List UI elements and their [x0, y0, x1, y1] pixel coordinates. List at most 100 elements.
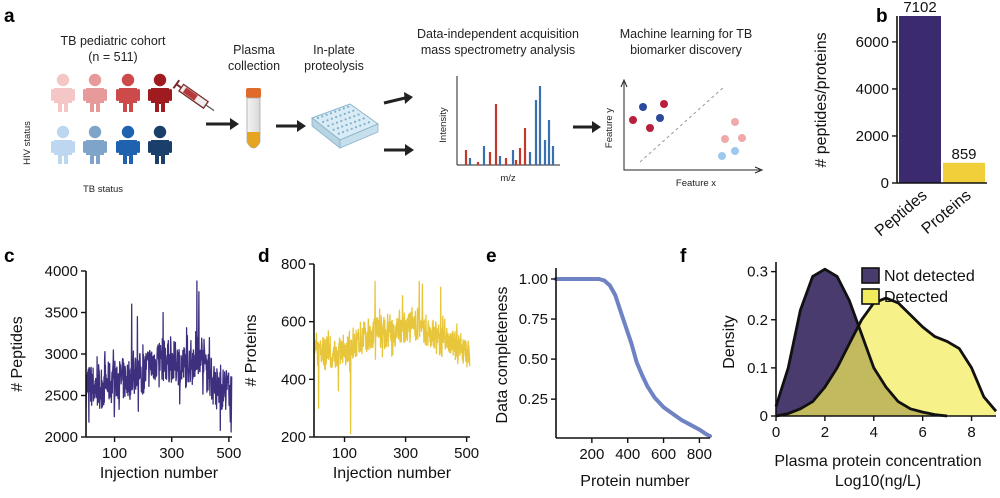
y-tick-label: 4000: [856, 81, 889, 98]
x-tick-label: 6: [918, 424, 926, 441]
well-plate-icon: [310, 103, 380, 149]
bar-peptides: [899, 16, 941, 183]
y-tick-label: 2000: [856, 128, 889, 145]
x-tick-label: 400: [615, 446, 640, 463]
cohort-people-icons: [51, 73, 172, 164]
tube-icon: [246, 88, 261, 149]
step-plasma-line1: Plasma: [233, 43, 275, 57]
cohort-n: (n = 511): [88, 50, 137, 64]
person-icon: [83, 73, 107, 112]
y-tick-label: 0.75: [519, 311, 548, 328]
x-tick-label: 300: [159, 445, 184, 462]
y-axis-label: # peptides/proteins: [813, 32, 830, 167]
panel-letter-b: b: [876, 6, 888, 27]
step-proteolysis-line1: In-plate: [313, 43, 355, 57]
hiv-status-label: HIV status: [22, 121, 33, 165]
y-tick-label: 1.00: [519, 271, 548, 288]
y-tick-label: 3000: [45, 346, 78, 363]
panel-letter-f: f: [680, 246, 687, 267]
x-tick-label: 4: [870, 424, 878, 441]
panel-letter-e: e: [486, 246, 497, 267]
panel-letter-c: c: [4, 246, 15, 267]
legend-label: Detected: [884, 289, 948, 306]
x-tick-label: 600: [651, 446, 676, 463]
completeness-line: [554, 277, 712, 438]
y-tick-label: 600: [281, 314, 306, 331]
person-icon: [51, 125, 75, 164]
y-tick-label: 0.2: [747, 312, 768, 329]
y-tick-label: 0.25: [519, 391, 548, 408]
ms-ylabel: Intensity: [438, 107, 449, 143]
mass-spectrum-icon: [456, 76, 560, 166]
x-axis-label: Injection number: [100, 465, 219, 482]
x-tick-label: 300: [393, 445, 418, 462]
chart-e: e 0.25 0.50 0.75 1.00 200 400 600 800 Protein num…: [486, 246, 712, 490]
x-tick-label: 100: [102, 445, 127, 462]
step-ml-line1: Machine learning for TB: [620, 27, 752, 41]
y-tick-label: 0.3: [747, 264, 768, 281]
chart-f: f 0 0.1 0.2 0.3 0 2 4 6 8 Plasma protein concentra…: [680, 246, 998, 490]
bar-value-label: 859: [951, 146, 976, 163]
y-tick-label: 400: [281, 371, 306, 388]
person-icon: [148, 125, 172, 164]
y-axis-label: Data completeness: [494, 287, 511, 424]
cohort-title: TB pediatric cohort: [61, 34, 166, 48]
ms-xlabel: m/z: [500, 173, 516, 184]
series-line: [313, 280, 471, 435]
x-tick-label: 500: [454, 445, 479, 462]
x-axis-label: Protein number: [580, 473, 690, 490]
x-category-label: Peptides: [872, 187, 931, 240]
x-category-label: Proteins: [919, 187, 975, 238]
y-tick-label: 3500: [45, 305, 78, 322]
chart-c: c 2000 2500 3000 3500 4000 100 300 500 Injection …: [4, 246, 241, 482]
step-ms-line1: Data-independent acquisition: [417, 27, 579, 41]
y-tick-label: 0: [881, 175, 889, 192]
x-tick-label: 0: [772, 424, 780, 441]
y-tick-label: 800: [281, 256, 306, 273]
ml-ylabel: Feature y: [604, 108, 615, 148]
person-icon: [116, 125, 140, 164]
y-tick-label: 200: [281, 429, 306, 446]
tb-status-label: TB status: [83, 184, 123, 195]
y-tick-label: 6000: [856, 34, 889, 51]
panel-letter-d: d: [258, 246, 270, 267]
panel-a-schematic: a TB pediatric cohort (n = 511) HIV stat…: [4, 6, 764, 195]
person-icon: [116, 73, 140, 112]
bar-value-label: 7102: [903, 0, 936, 16]
legend-label: Not detected: [884, 268, 975, 285]
x-axis-label: Plasma protein concentration: [774, 453, 981, 470]
legend-swatch: [861, 267, 880, 284]
y-tick-label: 0.50: [519, 351, 548, 368]
density-area-detected: [776, 298, 996, 416]
y-axis-label: # Peptides: [9, 316, 26, 392]
bar-proteins: [943, 162, 985, 183]
syringe-icon: [172, 79, 215, 112]
x-tick-label: 2: [821, 424, 829, 441]
ml-scatter-icon: [620, 78, 764, 174]
panel-letter-a: a: [4, 6, 15, 27]
step-ms-line2: mass spectrometry analysis: [421, 43, 575, 57]
density-outline: [774, 267, 948, 418]
y-tick-label: 4000: [45, 263, 78, 280]
person-icon: [148, 73, 172, 112]
ml-xlabel: Feature x: [676, 178, 716, 189]
x-tick-label: 200: [579, 446, 604, 463]
legend-swatch: [861, 288, 880, 305]
x-tick-label: 800: [687, 446, 712, 463]
x-tick-label: 100: [332, 445, 357, 462]
person-icon: [83, 125, 107, 164]
y-tick-label: 0.1: [747, 360, 768, 377]
x-axis-label-units: Log10(ng/L): [835, 473, 921, 490]
density-outline: [775, 296, 998, 418]
step-ml-line2: biomarker discovery: [630, 43, 743, 57]
y-tick-label: 2000: [45, 429, 78, 446]
y-axis-label: Density: [721, 315, 738, 368]
series-line: [85, 280, 233, 433]
x-tick-label: 8: [967, 424, 975, 441]
x-tick-label: 500: [216, 445, 241, 462]
step-plasma-line2: collection: [228, 59, 280, 73]
y-tick-label: 2500: [45, 388, 78, 405]
